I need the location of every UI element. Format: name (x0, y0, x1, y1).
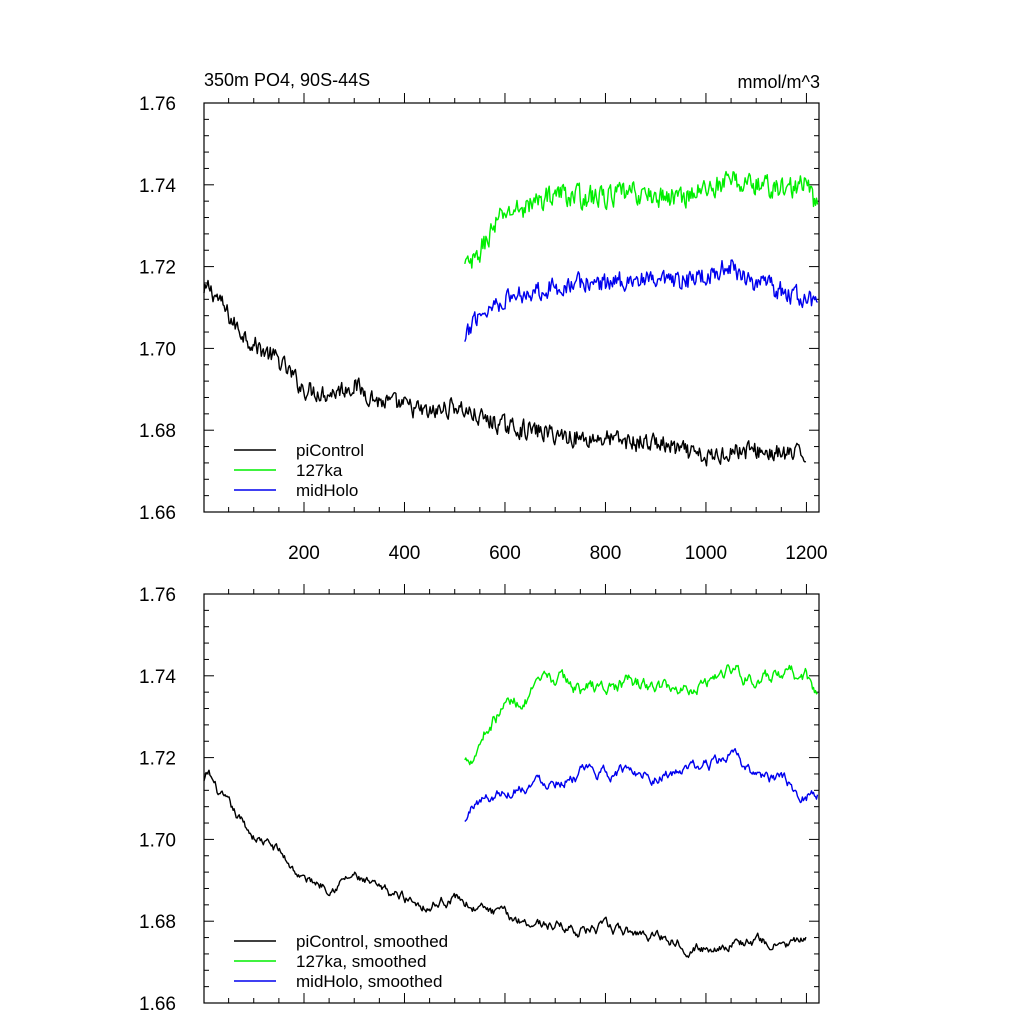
y-tick-label: 1.72 (139, 749, 176, 770)
bottom-panel: 1.66 1.68 1.70 1.72 1.74 1.76 piControl, smoo… (139, 584, 820, 1015)
legend-bottom: piControl, smoothed 127ka, smoothed midH… (234, 932, 448, 991)
x-tick-label: 200 (288, 543, 320, 564)
chart-title: 350m PO4, 90S-44S (204, 70, 370, 90)
y-tick-label: 1.70 (139, 830, 176, 851)
x-tick-label: 600 (489, 543, 521, 564)
legend-label-127ka: 127ka (296, 461, 343, 480)
plot-area-bottom: 1.66 1.68 1.70 1.72 1.74 1.76 (139, 584, 819, 1015)
legend-label-midholo: midHolo (296, 481, 358, 500)
legend-label-picontrol: piControl (296, 441, 364, 460)
x-tick-label: 800 (590, 543, 622, 564)
legend-top: piControl 127ka midHolo (234, 441, 364, 500)
y-tick-label: 1.76 (139, 585, 176, 606)
legend-label-picontrol-smoothed: piControl, smoothed (296, 932, 448, 951)
x-tick-label: 400 (389, 543, 421, 564)
top-panel: 350m PO4, 90S-44S mmol/m^3 1.661.681.701… (139, 70, 828, 564)
legend-label-midholo-smoothed: midHolo, smoothed (296, 972, 442, 991)
y-tick-label: 1.66 (139, 503, 176, 524)
y-tick-label: 1.76 (139, 94, 176, 115)
series-line-picontrol-smoothed (203, 769, 807, 959)
units-label: mmol/m^3 (738, 72, 820, 92)
series-line-midholo-smoothed (464, 748, 819, 822)
y-tick-label: 1.70 (139, 339, 176, 360)
legend-label-127ka-smoothed: 127ka, smoothed (296, 952, 426, 971)
y-tick-label: 1.74 (139, 176, 176, 197)
x-tick-label: 1200 (785, 543, 827, 564)
frame-bottom (203, 593, 820, 1004)
frame-top (203, 102, 820, 513)
series-line-picontrol (203, 279, 807, 467)
series-line-127ka-smoothed (464, 664, 818, 766)
series-line-midholo (464, 259, 819, 342)
series-line-127ka (464, 170, 819, 269)
y-tick-label: 1.66 (139, 994, 176, 1015)
y-tick-label: 1.72 (139, 258, 176, 279)
y-tick-label: 1.68 (139, 421, 176, 442)
y-tick-label: 1.68 (139, 912, 176, 933)
plot-area-top: 1.66 1.68 1.70 1.72 1.74 1.76 200 400 600 800 1000… (139, 93, 828, 564)
x-tick-label: 1000 (685, 543, 727, 564)
y-tick-label: 1.74 (139, 667, 176, 688)
